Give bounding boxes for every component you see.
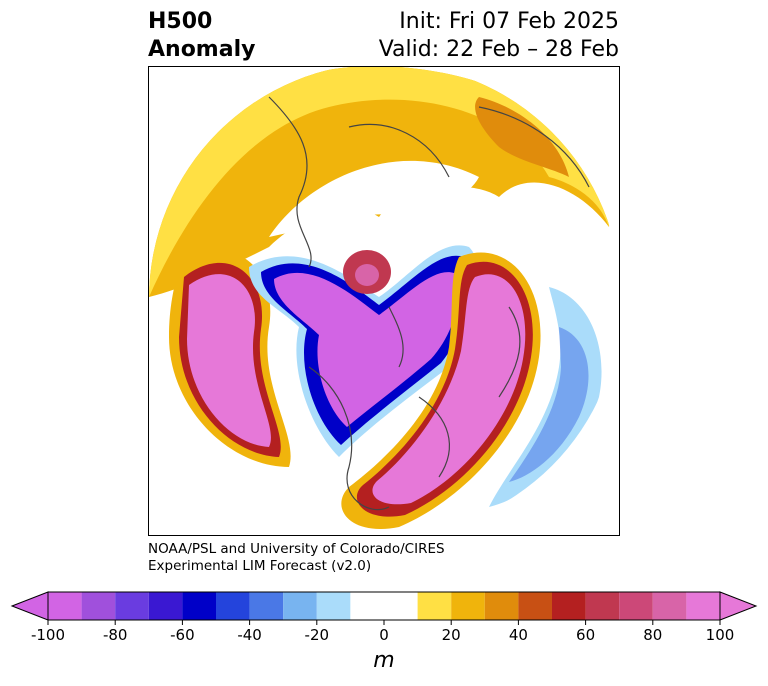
credit-text: NOAA/PSL and University of Colorado/CIRE… — [148, 541, 445, 575]
colorbar-swatch — [552, 592, 586, 620]
colorbar-swatch — [484, 592, 519, 620]
credit-line-1: NOAA/PSL and University of Colorado/CIRE… — [148, 541, 445, 557]
map-title-right: Init: Fri 07 Feb 2025 Valid: 22 Feb – 28… — [379, 8, 619, 64]
neutral-zone-arctic — [269, 160, 479, 237]
colorbar-swatch — [417, 592, 452, 620]
colorbar-tick-label: -80 — [102, 626, 128, 644]
colorbar-swatch — [81, 592, 116, 620]
positive-anomaly-east-core — [372, 274, 526, 505]
title-variable: H500 — [148, 9, 213, 34]
colorbar-swatch — [182, 592, 216, 620]
colorbar-tick-label: 40 — [508, 626, 528, 644]
colorbar-swatch — [48, 592, 82, 620]
negative-anomaly-west-core — [187, 274, 271, 447]
colorbar-unit: m — [373, 648, 395, 673]
colorbar-tick-label: -20 — [304, 626, 330, 644]
colorbar-swatch — [451, 592, 485, 620]
colorbar-tick-label: 100 — [705, 626, 735, 644]
colorbar-tick-label: 60 — [576, 626, 596, 644]
colorbar-extend-low — [10, 591, 49, 621]
colorbar-swatch — [619, 592, 653, 620]
colorbar-swatch — [316, 592, 351, 620]
colorbar-swatch — [216, 592, 250, 620]
positive-anomaly-north-core — [475, 97, 569, 177]
credit-line-2: Experimental LIM Forecast (v2.0) — [148, 558, 372, 574]
init-date: Init: Fri 07 Feb 2025 — [399, 9, 619, 34]
colorbar — [10, 591, 758, 625]
colorbar-swatch — [283, 592, 317, 620]
coastlines — [268, 96, 590, 511]
colorbar-swatch — [350, 592, 418, 620]
colorbar-swatch — [115, 592, 149, 620]
colorbar-swatch — [686, 592, 720, 620]
colorbar-tick-label: 80 — [643, 626, 663, 644]
colorbar-tick-label: -60 — [170, 626, 195, 644]
colorbar-tick-label: 20 — [441, 626, 461, 644]
title-field: Anomaly — [148, 37, 256, 62]
colorbar-tick-label: -100 — [30, 626, 66, 644]
anomaly-map — [148, 66, 620, 536]
colorbar-tick-label: 0 — [379, 626, 389, 644]
colorbar-swatch — [148, 592, 183, 620]
colorbar-swatch — [585, 592, 620, 620]
colorbar-swatch — [652, 592, 687, 620]
colorbar-swatch — [249, 592, 284, 620]
anomaly-map-svg — [149, 67, 619, 535]
map-title-left: H500 Anomaly — [148, 8, 255, 64]
colorbar-tick-label: -40 — [237, 626, 262, 644]
valid-period: Valid: 22 Feb – 28 Feb — [378, 37, 619, 62]
negative-anomaly-center-core — [274, 272, 459, 427]
colorbar-extend-high — [719, 591, 758, 621]
colorbar-swatch — [518, 592, 552, 620]
